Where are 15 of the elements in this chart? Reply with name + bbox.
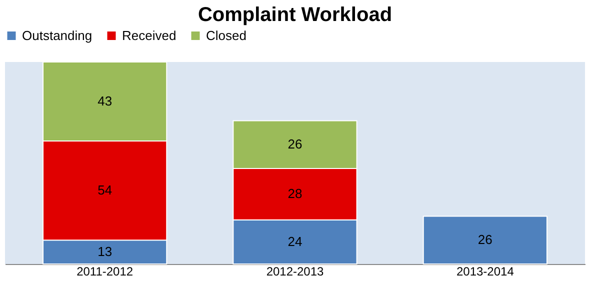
- data-label: 26: [478, 232, 492, 248]
- data-label: 54: [98, 182, 112, 198]
- chart-title: Complaint Workload: [198, 4, 392, 26]
- data-label: 28: [288, 186, 302, 202]
- legend-label: Received: [122, 28, 176, 43]
- bar: [422, 216, 548, 264]
- data-label: 24: [288, 234, 302, 249]
- data-label: 13: [98, 244, 112, 260]
- legend-label: Outstanding: [22, 28, 92, 43]
- data-label: 26: [288, 136, 302, 152]
- data-label: 43: [98, 93, 112, 108]
- x-tick-label: 2013-2014: [456, 264, 514, 278]
- x-tick-label: 2012-2013: [266, 264, 324, 278]
- legend-label: Closed: [206, 28, 246, 43]
- x-tick-label: 2011-2012: [76, 264, 134, 278]
